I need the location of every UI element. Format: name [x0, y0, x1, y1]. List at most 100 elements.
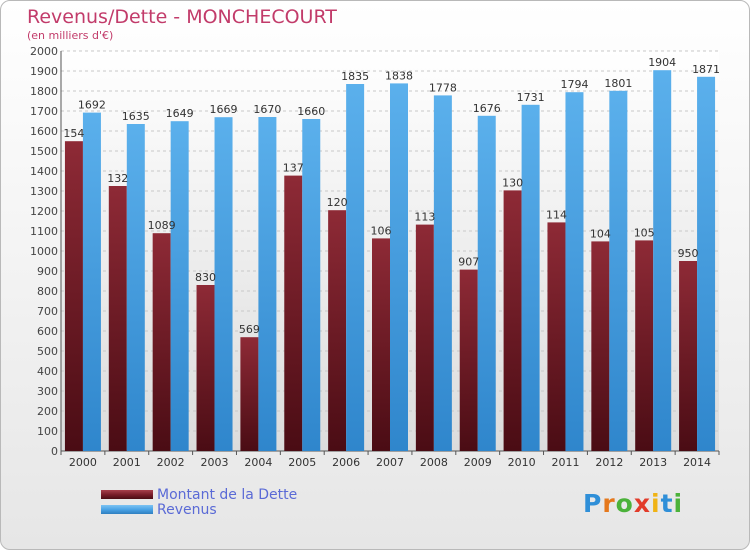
y-tick-label: 1500 — [30, 145, 58, 158]
x-tick-label: 2010 — [508, 456, 536, 469]
legend: Montant de la Dette Revenus — [101, 486, 298, 518]
bar-revenus — [477, 115, 496, 452]
bar-revenus — [390, 83, 408, 452]
data-label-dette: 106 — [371, 224, 392, 237]
x-tick-label: 2005 — [288, 456, 316, 469]
x-tick-label: 2006 — [332, 456, 360, 469]
bar-dette — [415, 224, 434, 451]
data-label-revenus: 1692 — [78, 99, 106, 112]
data-label-dette: 569 — [239, 323, 260, 336]
x-tick-label: 2013 — [639, 456, 667, 469]
y-tick-label: 1000 — [30, 245, 58, 258]
bar-revenus — [170, 121, 189, 451]
bar-revenus — [346, 84, 365, 451]
data-label-dette: 104 — [590, 227, 611, 240]
chart-title: Revenus/Dette - MONCHECOURT — [27, 6, 337, 28]
logo-letter: P — [583, 489, 603, 518]
bar-dette — [284, 175, 303, 451]
bar-dette — [635, 240, 654, 451]
bar-dette — [64, 141, 83, 451]
data-label-dette: 120 — [327, 196, 348, 209]
y-tick-label: 600 — [37, 325, 58, 338]
logo-letter: o — [615, 489, 634, 518]
x-tick-label: 2009 — [464, 456, 492, 469]
data-label-revenus: 1835 — [341, 70, 369, 83]
bar-revenus — [126, 124, 145, 451]
data-label-revenus: 1669 — [210, 103, 238, 116]
x-tick-label: 2000 — [69, 456, 97, 469]
bar-dette — [679, 261, 698, 451]
bar-revenus — [609, 90, 628, 452]
x-tick-label: 2012 — [595, 456, 623, 469]
y-tick-label: 700 — [37, 305, 58, 318]
y-tick-label: 1100 — [30, 225, 58, 238]
data-label-dette: 154 — [63, 127, 84, 140]
data-label-dette: 950 — [678, 247, 699, 260]
y-tick-label: 1200 — [30, 205, 58, 218]
bar-revenus — [697, 76, 716, 452]
legend-swatch-revenus — [101, 505, 153, 514]
data-label-revenus: 1838 — [385, 69, 413, 82]
legend-item-revenus: Revenus — [101, 501, 297, 518]
y-tick-label: 1900 — [30, 65, 58, 78]
y-tick-label: 500 — [37, 345, 58, 358]
data-label-revenus: 1660 — [297, 105, 325, 118]
bar-dette — [547, 222, 566, 451]
data-label-revenus: 1778 — [429, 81, 457, 94]
data-label-revenus: 1649 — [166, 107, 194, 120]
x-tick-label: 2004 — [244, 456, 272, 469]
bar-revenus — [214, 117, 233, 451]
data-label-revenus: 1794 — [560, 78, 588, 91]
data-label-revenus: 1635 — [122, 110, 150, 123]
logo-letter: i — [651, 489, 661, 518]
logo-letter: t — [660, 489, 674, 518]
legend-label-revenus: Revenus — [157, 501, 217, 518]
y-tick-label: 1600 — [30, 125, 58, 138]
legend-label-dette: Montant de la Dette — [157, 486, 298, 503]
y-tick-label: 1700 — [30, 105, 58, 118]
data-label-dette: 907 — [458, 256, 479, 269]
data-label-revenus: 1904 — [648, 56, 676, 69]
bar-revenus — [302, 119, 321, 451]
logo-letter: i — [673, 489, 684, 518]
data-label-dette: 105 — [634, 226, 655, 239]
bar-revenus — [565, 92, 584, 451]
x-tick-label: 2007 — [376, 456, 404, 469]
data-label-revenus: 1731 — [517, 91, 545, 104]
x-tick-label: 2014 — [683, 456, 711, 469]
logo-letter: r — [602, 489, 616, 518]
logo-letter: x — [633, 489, 651, 518]
data-label-dette: 132 — [107, 172, 128, 185]
y-tick-label: 1800 — [30, 85, 58, 98]
x-tick-label: 2001 — [113, 456, 141, 469]
bar-dette — [591, 241, 610, 451]
data-label-revenus: 1676 — [473, 102, 501, 115]
bar-dette — [152, 233, 171, 451]
bar-dette — [372, 238, 390, 451]
y-tick-label: 100 — [37, 425, 58, 438]
x-tick-label: 2002 — [157, 456, 185, 469]
legend-item-dette: Montant de la Dette — [101, 486, 298, 503]
x-tick-label: 2011 — [551, 456, 579, 469]
data-label-revenus: 1670 — [253, 103, 281, 116]
bar-dette — [503, 190, 522, 451]
data-label-dette: 830 — [195, 271, 216, 284]
y-tick-label: 1400 — [30, 165, 58, 178]
bar-revenus — [433, 95, 452, 452]
y-tick-label: 300 — [37, 385, 58, 398]
bar-revenus — [82, 112, 101, 451]
legend-swatch-dette — [101, 490, 153, 499]
bar-dette — [108, 186, 127, 451]
bar-dette — [240, 337, 259, 451]
y-tick-label: 200 — [37, 405, 58, 418]
y-tick-label: 400 — [37, 365, 58, 378]
data-label-dette: 130 — [502, 176, 523, 189]
bar-dette — [459, 269, 478, 451]
y-tick-label: 1300 — [30, 185, 58, 198]
data-label-dette: 113 — [414, 211, 435, 224]
y-tick-label: 0 — [51, 445, 58, 458]
x-tick-label: 2003 — [201, 456, 229, 469]
data-label-dette: 1089 — [148, 219, 176, 232]
